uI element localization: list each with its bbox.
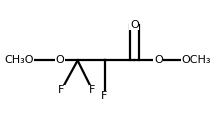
Text: O: O [154,55,163,65]
Text: CH₃O: CH₃O [4,55,33,65]
Text: F: F [89,85,96,95]
Text: F: F [101,91,108,101]
Text: F: F [58,85,64,95]
Text: O: O [130,20,139,30]
Text: O: O [55,55,64,65]
Text: OCH₃: OCH₃ [181,55,211,65]
